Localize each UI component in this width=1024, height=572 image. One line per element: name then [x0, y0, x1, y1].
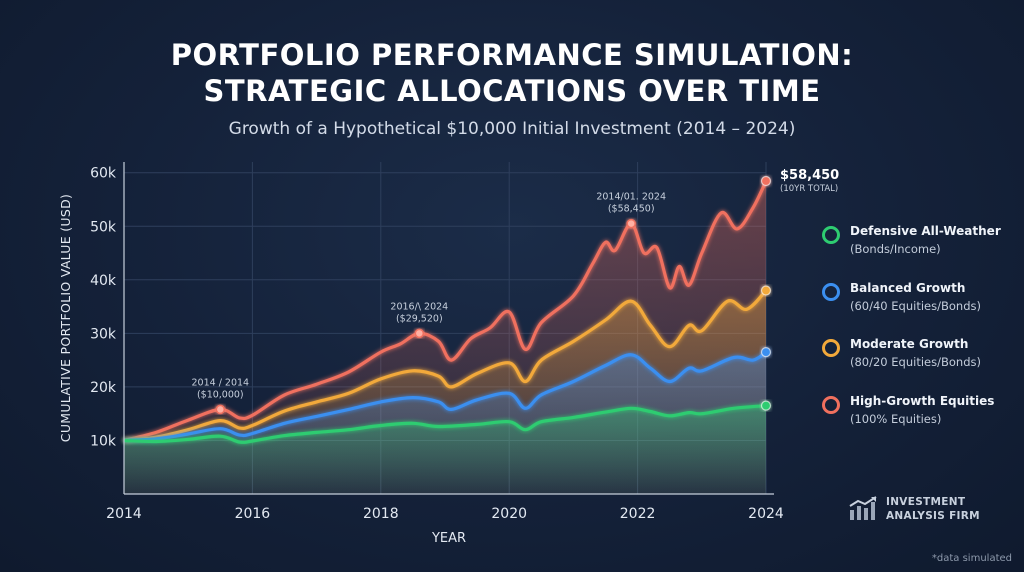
- end-value-note: (10YR TOTAL): [780, 184, 838, 194]
- x-axis-label: YEAR: [431, 531, 466, 546]
- chart-subtitle: Growth of a Hypothetical $10,000 Initial…: [228, 119, 796, 139]
- annotation-label-1: 2016/\ 2024: [390, 301, 448, 312]
- legend-sublabel-defensive: (Bonds/Income): [850, 242, 941, 256]
- series-line-3: [123, 180, 768, 443]
- legend-label-balanced: Balanced Growth: [850, 281, 966, 295]
- legend-sublabel-high-growth: (100% Equities): [850, 412, 942, 426]
- legend-marker-moderate: [822, 339, 840, 357]
- chart-title-line1: PORTFOLIO PERFORMANCE SIMULATION:: [170, 38, 854, 72]
- annotation-label-0: 2014 / 2014: [192, 377, 250, 388]
- annotation-label-2: 2014/01. 2024: [596, 192, 666, 203]
- annotation-marker-1: [414, 328, 425, 339]
- legend-marker-defensive: [822, 226, 840, 244]
- legend-label-defensive: Defensive All-Weather: [850, 224, 1001, 238]
- series-line-2: [123, 289, 768, 443]
- series-area-0: [124, 405, 766, 494]
- legend-label-high-growth: High-Growth Equities: [850, 394, 995, 408]
- annotation-value-2: ($58,450): [608, 204, 655, 215]
- y-axis-label: CUMULATIVE PORTFOLIO VALUE (USD): [58, 194, 73, 442]
- annotation-value-0: ($10,000): [197, 389, 244, 400]
- x-tick-label-4: 2022: [620, 506, 656, 522]
- legend-marker-high-growth: [822, 396, 840, 414]
- annotation-marker-0: [215, 404, 226, 415]
- series-endpoint-3: [760, 175, 772, 187]
- y-tick-label-5: 60k: [90, 166, 117, 182]
- series-endpoint-1: [760, 346, 772, 358]
- legend-marker-balanced: [822, 283, 840, 301]
- chart-title-line2: STRATEGIC ALLOCATIONS OVER TIME: [203, 74, 821, 108]
- x-tick-label-5: 2024: [748, 506, 784, 522]
- x-tick-label-0: 2014: [106, 506, 142, 522]
- x-tick-label-1: 2016: [235, 506, 271, 522]
- firm-name-line2: ANALYSIS FIRM: [886, 510, 980, 522]
- firm-name-line1: INVESTMENT: [886, 496, 966, 508]
- y-tick-label-4: 50k: [90, 219, 117, 235]
- y-tick-label-2: 30k: [90, 326, 117, 342]
- series-line-1: [123, 350, 767, 443]
- annotation-value-1: ($29,520): [396, 313, 443, 324]
- y-tick-label-1: 20k: [90, 380, 117, 396]
- legend-label-moderate: Moderate Growth: [850, 337, 969, 351]
- series-endpoint-0: [760, 400, 772, 411]
- y-tick-label-3: 40k: [90, 273, 117, 289]
- bar-chart-trend-icon: [849, 496, 877, 520]
- x-tick-label-3: 2020: [491, 506, 527, 522]
- legend-sublabel-moderate: (80/20 Equities/Bonds): [850, 355, 981, 369]
- end-value-label: $58,450: [780, 168, 839, 183]
- legend-sublabel-balanced: (60/40 Equities/Bonds): [850, 299, 981, 313]
- series-line-0: [123, 404, 767, 445]
- annotation-marker-2: [626, 218, 636, 229]
- x-tick-label-2: 2018: [363, 506, 399, 522]
- footnote: *data simulated: [931, 553, 1012, 564]
- y-tick-label-0: 10k: [90, 433, 117, 449]
- series-endpoint-2: [760, 285, 772, 296]
